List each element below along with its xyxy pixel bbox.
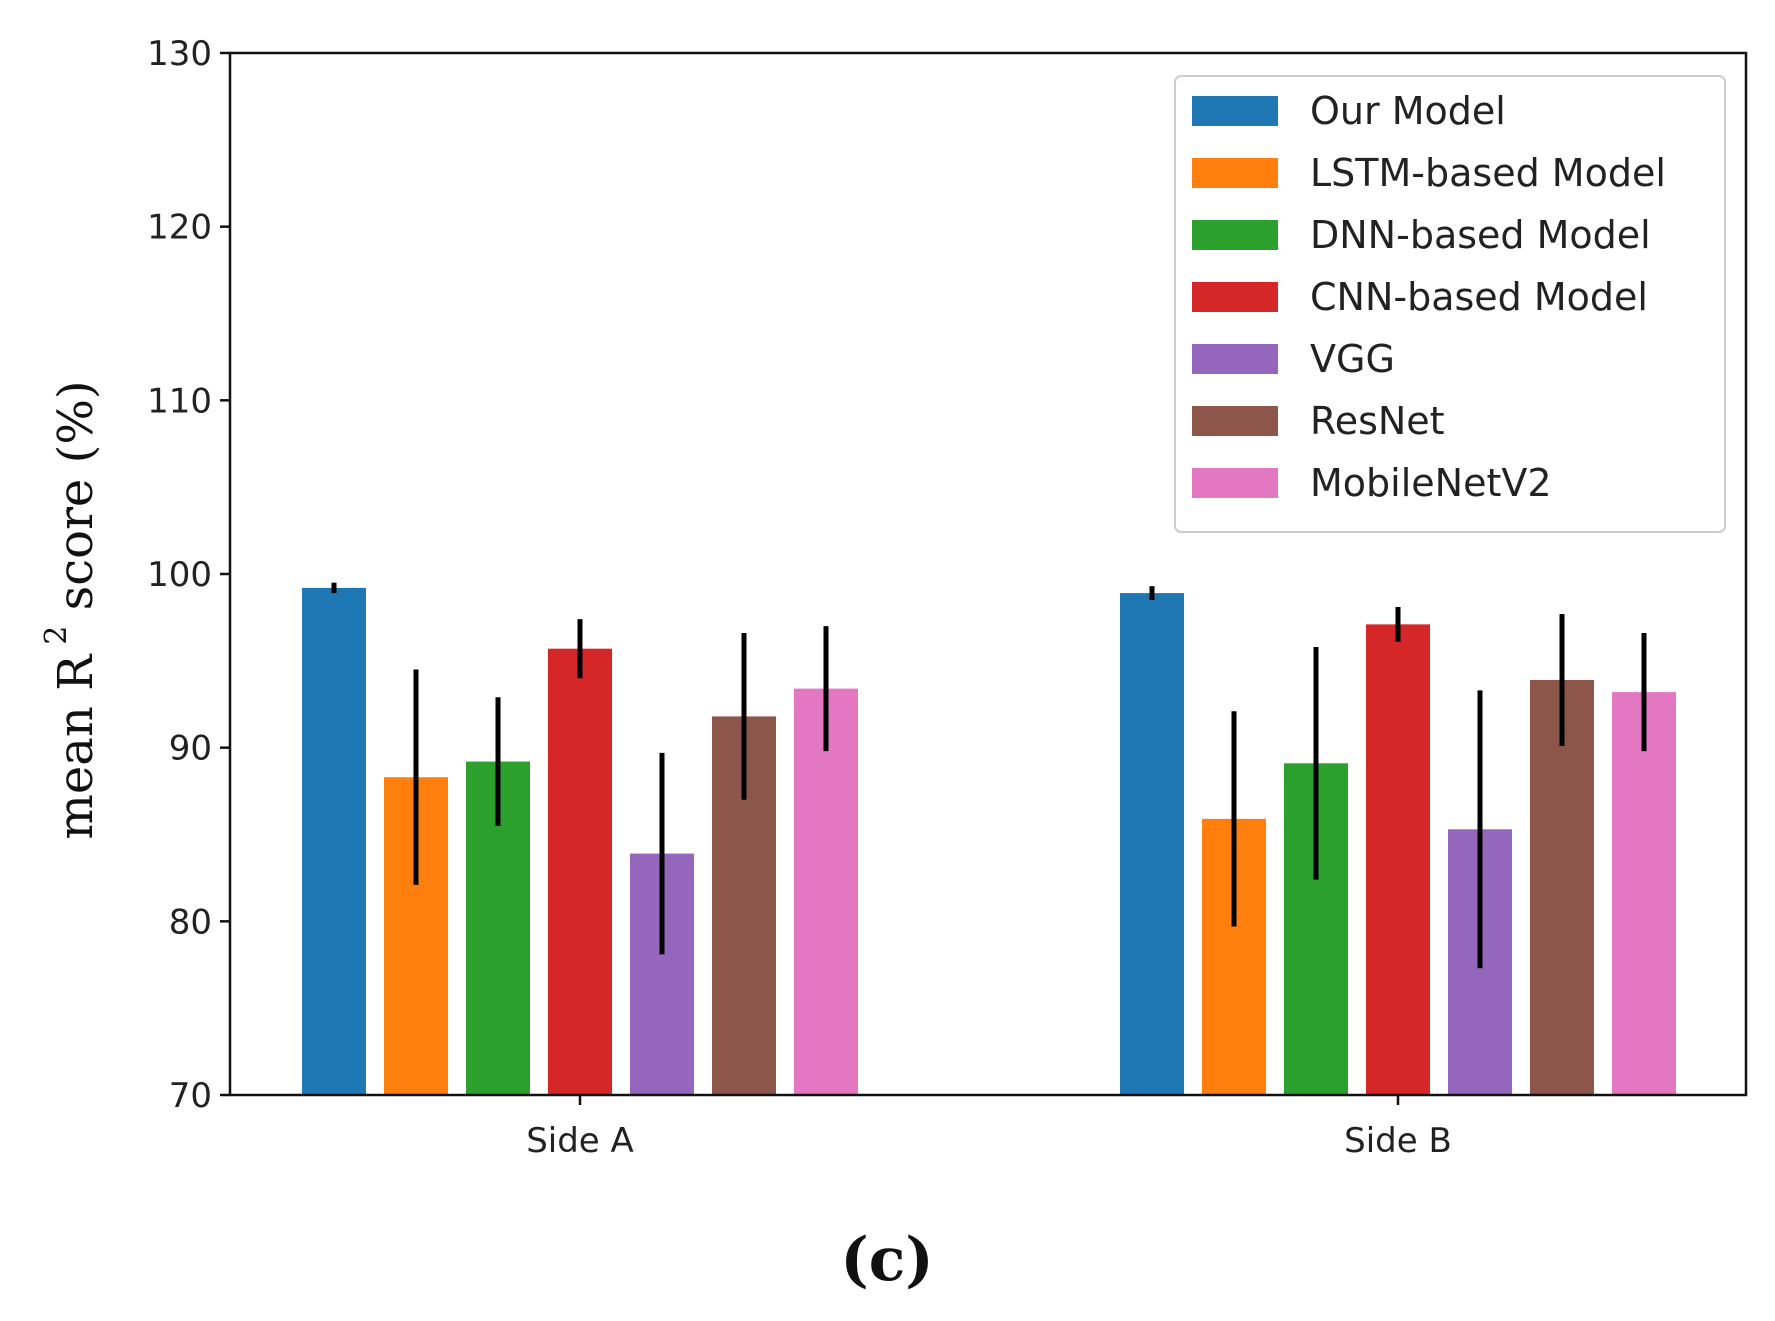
- legend-label-our-model: Our Model: [1310, 89, 1506, 133]
- y-tick-label-130: 130: [147, 34, 212, 74]
- legend-swatch-cnn-based-model: [1192, 282, 1278, 312]
- bar-our-model-side-b: [1120, 593, 1184, 1095]
- legend-swatch-mobilenetv2: [1192, 468, 1278, 498]
- legend-label-cnn-based-model: CNN-based Model: [1310, 275, 1648, 319]
- bar-cnn-based-model-side-a: [548, 648, 612, 1095]
- y-tick-label-100: 100: [147, 555, 212, 595]
- bar-our-model-side-a: [302, 587, 366, 1095]
- panel-label: (c): [840, 1225, 933, 1295]
- y-axis-label-prefix: mean R: [48, 653, 104, 840]
- y-tick-label-70: 70: [169, 1076, 212, 1116]
- y-tick-label-80: 80: [169, 902, 212, 942]
- legend-label-lstm-based-model: LSTM-based Model: [1310, 151, 1666, 195]
- bar-mobilenetv2-side-a: [794, 688, 858, 1095]
- legend: Our Model LSTM-based Model DNN-based Model…: [1174, 75, 1726, 533]
- legend-label-dnn-based-model: DNN-based Model: [1310, 213, 1651, 257]
- legend-swatch-dnn-based-model: [1192, 220, 1278, 250]
- legend-swatch-resnet: [1192, 406, 1278, 436]
- y-axis: 70 80 90 100 110 120 130: [147, 34, 230, 1116]
- legend-swatch-vgg: [1192, 344, 1278, 374]
- x-axis: Side A Side B: [526, 1095, 1452, 1161]
- y-axis-label: mean R 2 score (%): [39, 380, 104, 839]
- legend-label-vgg: VGG: [1310, 337, 1395, 381]
- legend-swatch-our-model: [1192, 96, 1278, 126]
- y-tick-label-90: 90: [169, 729, 212, 769]
- legend-label-resnet: ResNet: [1310, 399, 1445, 443]
- x-tick-label-side-a: Side A: [526, 1121, 634, 1161]
- legend-swatch-lstm-based-model: [1192, 158, 1278, 188]
- legend-label-mobilenetv2: MobileNetV2: [1310, 461, 1552, 505]
- legend-box: [1174, 75, 1726, 533]
- x-tick-label-side-b: Side B: [1344, 1121, 1452, 1161]
- bar-cnn-based-model-side-b: [1366, 624, 1430, 1095]
- bar-resnet-side-b: [1530, 679, 1594, 1095]
- y-tick-label-110: 110: [147, 381, 212, 421]
- y-axis-label-superscript: 2: [39, 626, 74, 645]
- y-tick-label-120: 120: [147, 208, 212, 248]
- bar-mobilenetv2-side-b: [1612, 692, 1676, 1095]
- y-axis-label-suffix: score (%): [48, 380, 104, 625]
- plot-area: [302, 582, 1676, 1095]
